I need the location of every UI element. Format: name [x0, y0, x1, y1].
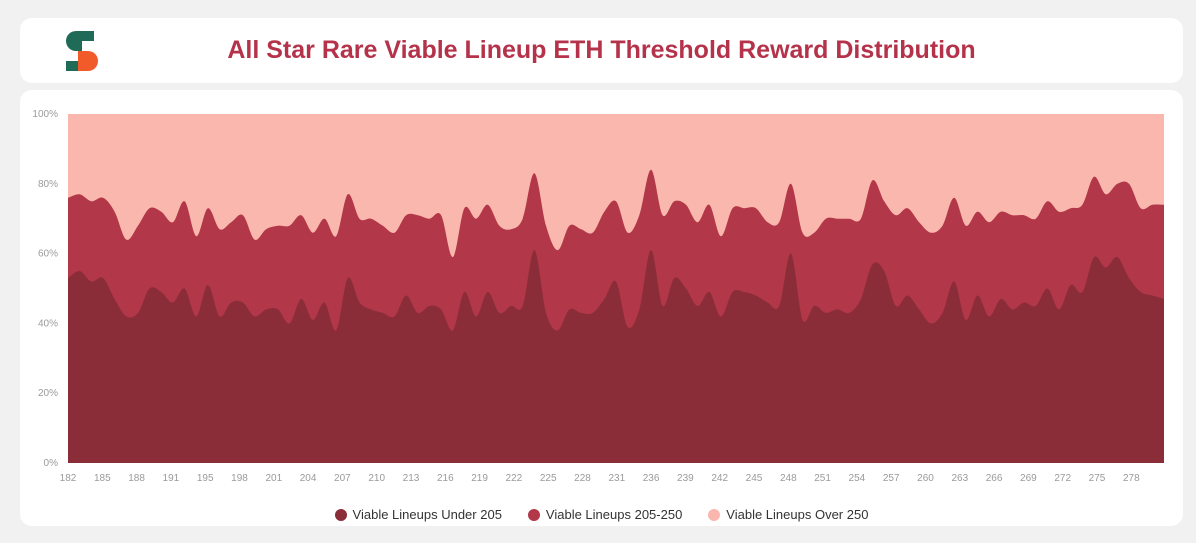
- x-tick-label: 278: [1123, 473, 1140, 484]
- x-tick-label: 242: [711, 473, 728, 484]
- y-tick-label: 60%: [38, 249, 58, 260]
- x-tick-label: 269: [1020, 473, 1037, 484]
- chart-card: 0% 20% 40% 60% 80% 100% 182 185 188 191 195 198 201 2…: [20, 90, 1183, 526]
- brand-logo-icon: [66, 31, 98, 71]
- area-chart: 0% 20% 40% 60% 80% 100% 182 185 188 191 195 198 201 2…: [32, 109, 1164, 484]
- chart-legend: Viable Lineups Under 205 Viable Lineups 2…: [20, 507, 1183, 522]
- y-tick-label: 40%: [38, 318, 58, 329]
- series-area-1: [68, 250, 1164, 463]
- x-tick-label: 213: [403, 473, 420, 484]
- page-title: All Star Rare Viable Lineup ETH Threshol…: [227, 36, 976, 64]
- y-tick-label: 80%: [38, 179, 58, 190]
- x-tick-label: 260: [917, 473, 934, 484]
- legend-swatch: [708, 508, 721, 521]
- x-tick-label: 248: [780, 473, 797, 484]
- x-tick-label: 195: [197, 473, 214, 484]
- x-tick-label: 216: [437, 473, 454, 484]
- x-tick-label: 191: [163, 473, 180, 484]
- x-tick-label: 245: [746, 473, 763, 484]
- x-tick-label: 185: [94, 473, 111, 484]
- legend-item-3[interactable]: Viable Lineups Over 250: [708, 507, 868, 522]
- x-tick-label: 198: [231, 473, 248, 484]
- x-tick-label: 231: [608, 473, 625, 484]
- header-card: All Star Rare Viable Lineup ETH Threshol…: [20, 18, 1183, 83]
- x-tick-label: 210: [368, 473, 385, 484]
- x-tick-label: 182: [60, 473, 77, 484]
- x-tick-label: 272: [1054, 473, 1071, 484]
- x-tick-label: 266: [986, 473, 1003, 484]
- y-tick-label: 0%: [44, 458, 59, 469]
- y-tick-label: 100%: [32, 109, 58, 120]
- x-tick-label: 251: [814, 473, 831, 484]
- legend-swatch: [334, 508, 347, 521]
- x-tick-label: 222: [506, 473, 523, 484]
- x-tick-label: 207: [334, 473, 351, 484]
- legend-label: Viable Lineups Over 250: [726, 507, 869, 522]
- legend-label: Viable Lineups Under 205: [352, 507, 502, 522]
- legend-item-2[interactable]: Viable Lineups 205-250: [527, 507, 683, 522]
- x-tick-label: 239: [677, 473, 694, 484]
- legend-label: Viable Lineups 205-250: [545, 507, 683, 522]
- legend-item-1[interactable]: Viable Lineups Under 205: [334, 507, 502, 522]
- y-tick-label: 20%: [38, 388, 58, 399]
- x-tick-label: 225: [540, 473, 557, 484]
- x-tick-label: 228: [574, 473, 591, 484]
- x-tick-label: 188: [128, 473, 145, 484]
- x-tick-label: 275: [1089, 473, 1106, 484]
- x-tick-label: 263: [951, 473, 968, 484]
- x-tick-label: 204: [300, 473, 317, 484]
- x-tick-label: 219: [471, 473, 488, 484]
- x-tick-label: 236: [643, 473, 660, 484]
- x-tick-label: 257: [883, 473, 900, 484]
- x-tick-label: 254: [849, 473, 866, 484]
- legend-swatch: [527, 508, 540, 521]
- x-tick-label: 201: [265, 473, 282, 484]
